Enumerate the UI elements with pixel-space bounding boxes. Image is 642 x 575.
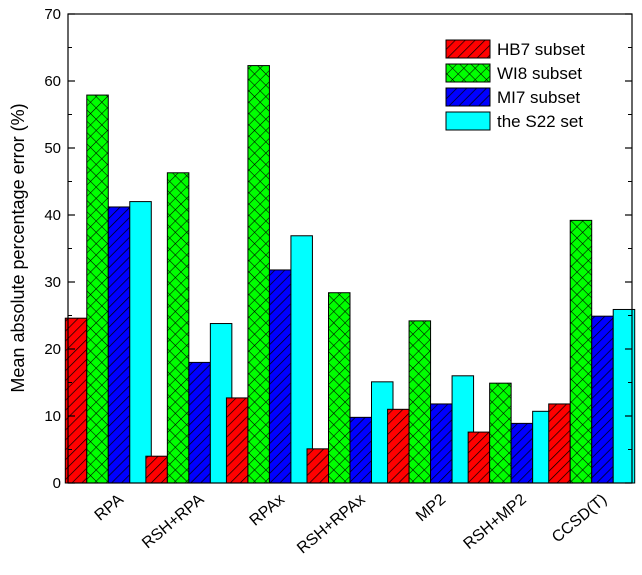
bar-mi7-subset-rpa	[107, 206, 131, 484]
x-tick-label-mp2: MP2	[413, 491, 449, 525]
bar-hb7-subset-ccsd-t	[548, 403, 571, 484]
bar-mi7-subset-ccsd-t	[591, 315, 614, 484]
bar-wi8-subset-ccsd-t	[569, 219, 593, 484]
legend: HB7 subset WI8 subset MI7 subset the S22 se…	[445, 39, 585, 131]
bar-hb7-subset-rsh-rpax	[306, 448, 329, 484]
bar-wi8-subset-rsh-rpa	[166, 172, 190, 484]
bar-the-s22-set-rpa	[129, 201, 152, 484]
bar-the-s22-set-rpax	[290, 235, 313, 484]
x-tick-label-ccsd-t: CCSD(T)	[549, 491, 610, 546]
bar-mi7-subset-rsh-rpa	[188, 361, 211, 484]
y-axis-title: Mean absolute percentage error (%)	[8, 103, 28, 392]
y-tick-label: 60	[44, 73, 61, 90]
bar-hb7-subset-mp2	[387, 408, 410, 484]
x-tick-label-rsh-rpa: RSH+RPA	[139, 491, 208, 552]
bars-group	[64, 65, 636, 484]
y-tick-label: 30	[44, 274, 61, 291]
bar-wi8-subset-rpax	[247, 65, 270, 484]
bar-hb7-subset-rsh-mp2	[467, 431, 491, 484]
bar-wi8-subset-rpa	[86, 94, 109, 484]
bar-wi8-subset-mp2	[408, 320, 432, 484]
bar-mi7-subset-rpax	[268, 269, 292, 484]
x-tick-label-rsh-rpax: RSH+RPAx	[294, 491, 368, 557]
legend-swatch-the-s22-set	[445, 111, 491, 131]
bar-wi8-subset-rsh-rpax	[328, 292, 351, 484]
bar-wi8-subset-rsh-mp2	[489, 382, 512, 484]
x-tick-label-rsh-mp2: RSH+MP2	[461, 491, 530, 553]
y-tick-label: 0	[53, 475, 61, 492]
bar-mi7-subset-rsh-rpax	[349, 416, 372, 484]
y-tick-label: 10	[44, 408, 61, 425]
legend-label-wi8-subset: WI8 subset	[497, 64, 582, 83]
bar-mi7-subset-rsh-mp2	[510, 422, 534, 484]
legend-swatch-mi7-subset	[445, 87, 491, 107]
x-tick-label-rpa: RPA	[92, 491, 127, 525]
y-tick-label: 40	[44, 207, 61, 224]
bar-hb7-subset-rsh-rpa	[145, 455, 168, 484]
legend-swatch-hb7-subset	[445, 39, 491, 59]
y-tick-label: 70	[44, 6, 61, 23]
y-tick-label: 20	[44, 341, 61, 358]
bar-hb7-subset-rpax	[225, 397, 249, 484]
bar-mi7-subset-mp2	[430, 403, 453, 484]
legend-swatch-wi8-subset	[445, 63, 491, 83]
x-tick-label-rpax: RPAx	[247, 491, 288, 530]
legend-label-mi7-subset: MI7 subset	[497, 88, 580, 107]
legend-label-hb7-subset: HB7 subset	[497, 40, 585, 59]
y-tick-label: 50	[44, 140, 61, 157]
legend-label-the-s22-set: the S22 set	[497, 112, 583, 131]
